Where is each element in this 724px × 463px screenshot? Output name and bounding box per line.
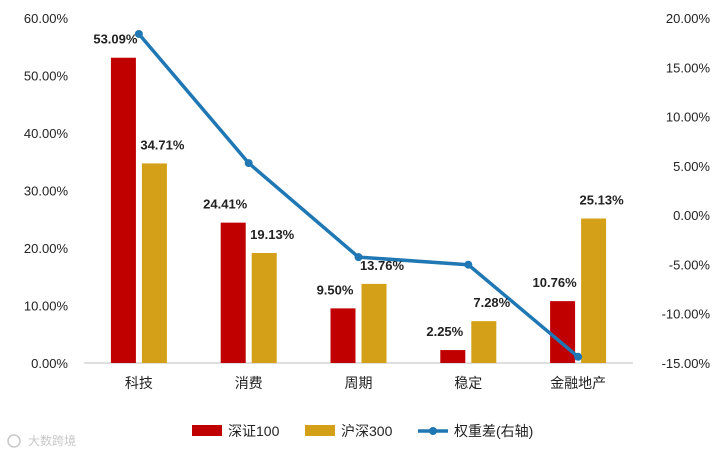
bar-data-label: 10.76% (533, 275, 578, 290)
bar-data-label: 19.13% (250, 227, 295, 242)
line-point (574, 352, 583, 361)
bar-data-label: 25.13% (580, 193, 625, 208)
category-label: 消费 (235, 375, 263, 391)
category-labels: 科技 消费 周期 稳定 金融地产 (125, 375, 606, 391)
bar (330, 308, 356, 363)
legend-swatch (192, 425, 222, 436)
line-point (134, 29, 143, 38)
bar-data-label: 7.28% (473, 295, 510, 310)
bar (141, 163, 167, 363)
bar (361, 283, 387, 363)
left-tick-label: 10.00% (24, 299, 69, 314)
left-tick-label: 60.00% (24, 11, 69, 26)
right-tick-label: -5.00% (669, 257, 711, 272)
bar-data-labels: 53.09% 24.41% 9.50% 2.25% 10.76% 34.71% 19.13%… (93, 32, 624, 339)
bar (251, 253, 277, 363)
bar-series (110, 57, 607, 364)
left-tick-label: 30.00% (24, 184, 69, 199)
legend-swatch-marker (429, 427, 437, 435)
legend: 深证100 沪深300 权重差(右轴) (192, 423, 533, 439)
left-tick-label: 0.00% (31, 356, 68, 371)
bar-data-label: 53.09% (93, 32, 138, 47)
watermark: 大数跨境 (7, 433, 76, 448)
watermark-logo-icon (7, 434, 21, 448)
bar (220, 222, 246, 363)
right-tick-label: 15.00% (666, 60, 711, 75)
right-tick-label: -15.00% (662, 356, 711, 371)
bar-data-label: 13.76% (360, 258, 405, 273)
bar (471, 321, 497, 363)
left-tick-label: 40.00% (24, 126, 69, 141)
right-axis-ticks: -15.00% -10.00% -5.00% 0.00% 5.00% 10.00% 15.0… (662, 11, 711, 371)
right-tick-label: 5.00% (673, 159, 710, 174)
bar-data-label: 34.71% (140, 137, 185, 152)
right-tick-label: 0.00% (673, 208, 710, 223)
bar (581, 218, 607, 363)
right-tick-label: 20.00% (666, 11, 711, 26)
line-point (354, 253, 363, 262)
line-point (464, 260, 473, 269)
bar (550, 301, 576, 363)
bar-data-label: 24.41% (203, 197, 248, 212)
bar-data-label: 9.50% (317, 282, 354, 297)
line-path (137, 32, 580, 359)
legend-label: 沪深300 (341, 423, 393, 439)
legend-label: 深证100 (228, 423, 280, 439)
category-label: 金融地产 (550, 375, 606, 391)
right-tick-label: 10.00% (666, 110, 711, 125)
right-tick-label: -10.00% (662, 307, 711, 322)
watermark-text: 大数跨境 (28, 433, 76, 448)
left-axis-ticks: 0.00% 10.00% 20.00% 30.00% 40.00% 50.00% 60.00… (24, 11, 69, 371)
bar-data-label: 2.25% (426, 324, 463, 339)
category-label: 周期 (345, 375, 373, 391)
bar (440, 350, 466, 363)
left-tick-label: 50.00% (24, 69, 69, 84)
category-label: 稳定 (454, 375, 482, 391)
line-series (134, 29, 583, 361)
legend-swatch (305, 425, 335, 436)
bar (110, 57, 136, 364)
left-tick-label: 20.00% (24, 241, 69, 256)
legend-label: 权重差(右轴) (454, 423, 533, 439)
category-label: 科技 (125, 375, 153, 391)
line-point (244, 159, 253, 168)
